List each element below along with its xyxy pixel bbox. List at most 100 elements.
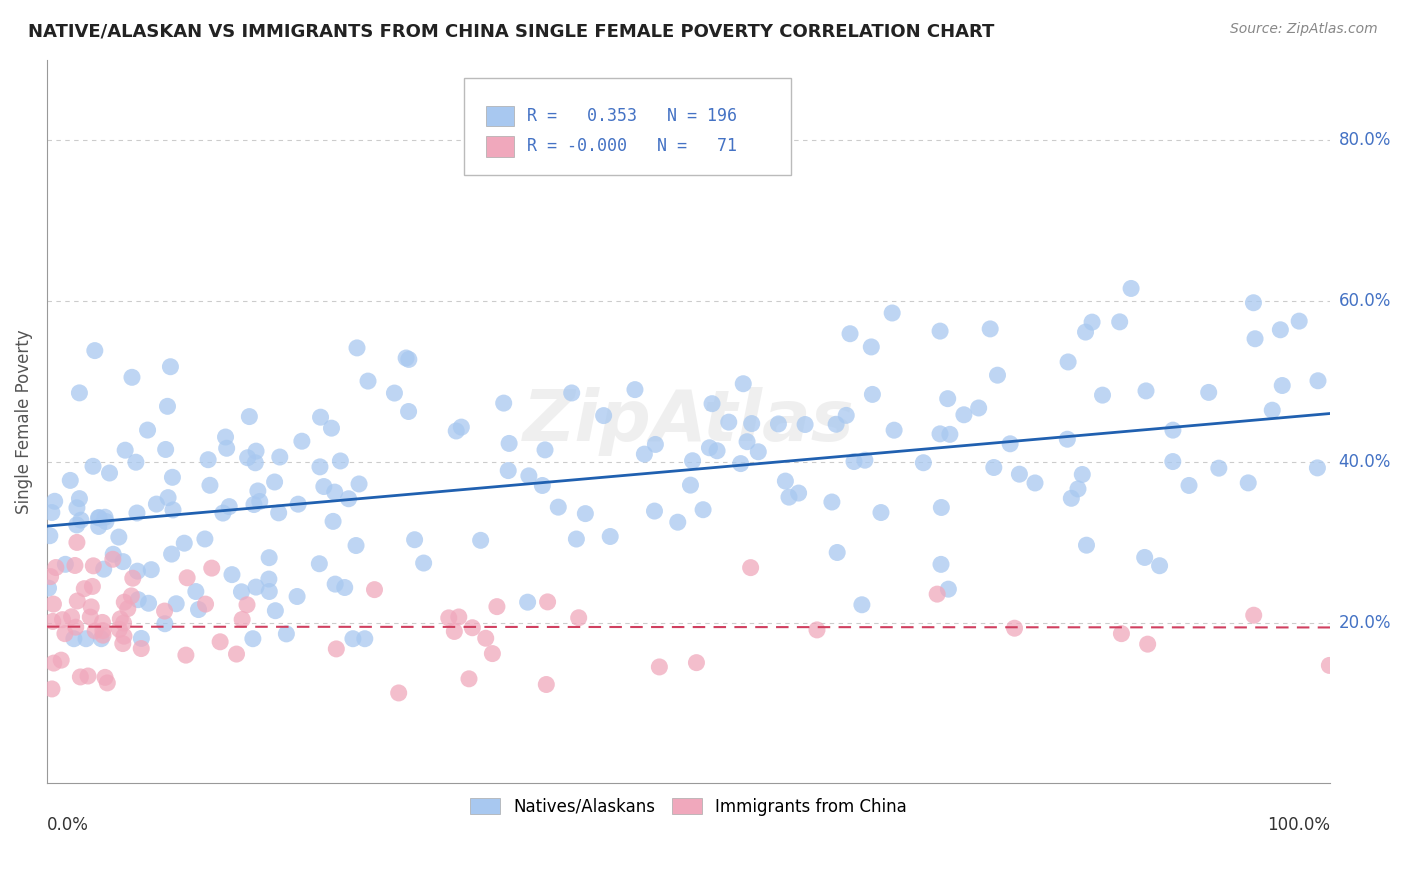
FancyBboxPatch shape xyxy=(485,105,515,126)
Text: 80.0%: 80.0% xyxy=(1339,131,1391,149)
Point xyxy=(82,579,104,593)
Point xyxy=(979,322,1001,336)
Point xyxy=(1243,295,1265,310)
Text: 60.0%: 60.0% xyxy=(1339,292,1391,310)
Point xyxy=(91,628,114,642)
Point xyxy=(83,343,105,358)
Point xyxy=(323,485,346,500)
Point xyxy=(82,558,104,573)
Point xyxy=(66,500,89,515)
Point xyxy=(1081,315,1104,329)
Point xyxy=(131,632,153,646)
Point xyxy=(565,532,588,546)
Point xyxy=(141,563,163,577)
Point xyxy=(325,641,347,656)
Point xyxy=(998,437,1021,451)
Point xyxy=(285,590,308,604)
Point xyxy=(717,415,740,429)
Point xyxy=(111,555,134,569)
Point xyxy=(312,479,335,493)
Point xyxy=(129,641,152,656)
Point xyxy=(243,498,266,512)
Point xyxy=(624,383,647,397)
Point xyxy=(1119,281,1142,295)
Point xyxy=(238,409,260,424)
Point xyxy=(470,533,492,548)
Point xyxy=(111,636,134,650)
Point xyxy=(63,558,86,573)
Point xyxy=(860,387,883,401)
Point xyxy=(257,572,280,586)
Text: ZipAtlas: ZipAtlas xyxy=(523,387,855,456)
Point xyxy=(66,594,89,608)
Point xyxy=(870,506,893,520)
Point xyxy=(66,535,89,549)
Point xyxy=(53,558,76,572)
Point xyxy=(685,656,707,670)
Point xyxy=(1178,478,1201,492)
Point xyxy=(1024,475,1046,490)
Point xyxy=(197,452,219,467)
Point xyxy=(806,623,828,637)
Point xyxy=(1136,637,1159,651)
FancyBboxPatch shape xyxy=(485,136,515,157)
Point xyxy=(39,569,62,583)
Point xyxy=(599,529,621,543)
Point xyxy=(1161,454,1184,468)
Point xyxy=(51,653,73,667)
Point xyxy=(156,400,179,414)
Point xyxy=(41,506,63,520)
Point xyxy=(1076,538,1098,552)
Point xyxy=(574,507,596,521)
Point xyxy=(404,533,426,547)
Point xyxy=(51,613,73,627)
Point xyxy=(73,582,96,596)
Point xyxy=(692,502,714,516)
Point xyxy=(700,397,723,411)
Text: Source: ZipAtlas.com: Source: ZipAtlas.com xyxy=(1230,22,1378,37)
Point xyxy=(269,450,291,464)
Point xyxy=(38,529,60,543)
Point xyxy=(120,589,142,603)
Point xyxy=(309,410,332,425)
Point xyxy=(337,491,360,506)
Point xyxy=(939,427,962,442)
Point xyxy=(775,474,797,488)
Point xyxy=(145,497,167,511)
Point xyxy=(568,611,591,625)
Point xyxy=(249,494,271,508)
Point xyxy=(839,326,862,341)
Point xyxy=(342,632,364,646)
Point xyxy=(291,434,314,449)
Point xyxy=(384,386,406,401)
Point xyxy=(1270,323,1292,337)
Point xyxy=(492,396,515,410)
Point xyxy=(242,632,264,646)
Point xyxy=(347,477,370,491)
Point xyxy=(1074,325,1097,339)
Point xyxy=(201,561,224,575)
Point xyxy=(218,500,240,514)
Point xyxy=(1008,467,1031,482)
Point xyxy=(666,515,689,529)
Point xyxy=(214,430,236,444)
Point xyxy=(159,359,181,374)
Point xyxy=(42,597,65,611)
Point xyxy=(1111,626,1133,640)
Point xyxy=(80,599,103,614)
Point xyxy=(1149,558,1171,573)
Point xyxy=(245,456,267,470)
FancyBboxPatch shape xyxy=(464,78,792,176)
Point xyxy=(458,672,481,686)
Point xyxy=(221,567,243,582)
Text: NATIVE/ALASKAN VS IMMIGRANTS FROM CHINA SINGLE FEMALE POVERTY CORRELATION CHART: NATIVE/ALASKAN VS IMMIGRANTS FROM CHINA … xyxy=(28,22,994,40)
Point xyxy=(1208,461,1230,475)
Point xyxy=(38,581,60,595)
Point xyxy=(344,539,367,553)
Point xyxy=(108,623,131,637)
Point xyxy=(1133,550,1156,565)
Point xyxy=(91,624,114,638)
Point xyxy=(398,352,420,367)
Point xyxy=(94,670,117,684)
Point xyxy=(93,562,115,576)
